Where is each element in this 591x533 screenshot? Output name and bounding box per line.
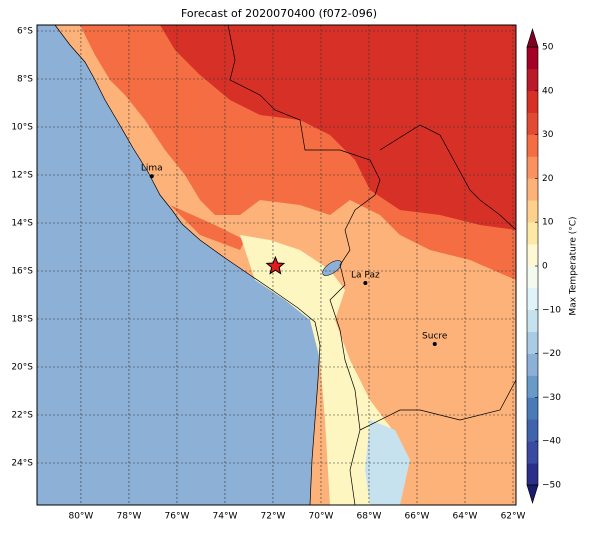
y-tick-label: 8°S (17, 75, 33, 85)
colorbar-band (527, 156, 538, 179)
colorbar-band (527, 200, 538, 223)
colorbar-tick-label: −50 (542, 481, 561, 491)
map-area: Lima La Paz Sucre (37, 25, 516, 505)
y-tick-label: 10°S (11, 123, 33, 133)
colorbar-band (527, 375, 538, 398)
colorbar-label: Max Temperature (°C) (569, 216, 579, 315)
country-border (379, 124, 516, 231)
x-tick-label: 64°W (453, 512, 478, 522)
colorbar-band (527, 463, 538, 486)
colorbar-band (527, 90, 538, 113)
colorbar-band (527, 47, 538, 70)
city-dot (149, 174, 154, 179)
city-label: Sucre (422, 331, 448, 341)
y-tick-label: 18°S (11, 315, 33, 325)
colorbar-band (527, 222, 538, 245)
colorbar-tick-label: 40 (542, 86, 554, 96)
colorbar-band (527, 331, 538, 354)
mild-zone (240, 235, 400, 505)
colorbar-tick-label: −30 (542, 393, 561, 403)
coastal-zone (170, 205, 245, 250)
colorbar-tick-label: −40 (542, 437, 561, 447)
lake (322, 260, 342, 276)
cool-zone (365, 420, 410, 505)
colorbar-tick-label: −20 (542, 349, 561, 359)
colorbar-band (527, 309, 538, 332)
country-border (227, 25, 381, 505)
city-dot (432, 341, 437, 346)
colorbar-band (527, 419, 538, 442)
colorbar-tick-label: −10 (542, 305, 561, 315)
y-tick-label: 6°S (17, 27, 33, 37)
x-tick-label: 74°W (213, 512, 238, 522)
x-tick-label: 72°W (261, 512, 286, 522)
colorbar-band (527, 441, 538, 464)
hot-zone (160, 25, 516, 230)
colorbar-tick-label: 50 (542, 43, 554, 53)
colorbar-band (527, 68, 538, 92)
colorbar-tick-label: 0 (542, 262, 548, 272)
x-tick-label: 68°W (357, 512, 382, 522)
country-border (359, 379, 516, 431)
x-tick-label: 80°W (68, 512, 93, 522)
y-tick-label: 22°S (11, 411, 33, 421)
y-tick-label: 16°S (11, 267, 33, 277)
colorbar-under (526, 484, 539, 505)
map-frame (36, 24, 517, 506)
coastline (54, 25, 321, 505)
y-tick-label: 24°S (11, 459, 33, 469)
colorbar-over (526, 27, 539, 48)
colorbar-tick-label: 10 (542, 218, 554, 228)
colorbar-band (527, 397, 538, 420)
star-marker (265, 255, 286, 275)
x-tick-label: 76°W (165, 512, 190, 522)
city-label: La Paz (351, 271, 380, 281)
colorbar-band (527, 244, 538, 267)
x-tick-label: 62°W (501, 512, 526, 522)
city-label: Lima (141, 164, 163, 174)
x-tick-label: 66°W (405, 512, 430, 522)
y-tick-label: 20°S (11, 363, 33, 373)
colorbar-band (527, 178, 538, 201)
colorbar-band (527, 134, 538, 157)
city-dot (363, 281, 368, 285)
y-tick-label: 14°S (11, 219, 33, 229)
x-tick-label: 78°W (117, 512, 142, 522)
colorbar-band (527, 266, 538, 289)
colorbar-tick-label: 30 (542, 130, 554, 140)
x-tick-label: 70°W (309, 512, 334, 522)
colorbar-band (527, 353, 538, 376)
title: Forecast of 2020070400 (f072-096) (181, 7, 377, 20)
colorbar-band (527, 287, 538, 311)
colorbar-band (527, 112, 538, 135)
y-tick-label: 12°S (11, 171, 33, 181)
colorbar-tick-label: 20 (542, 174, 554, 184)
